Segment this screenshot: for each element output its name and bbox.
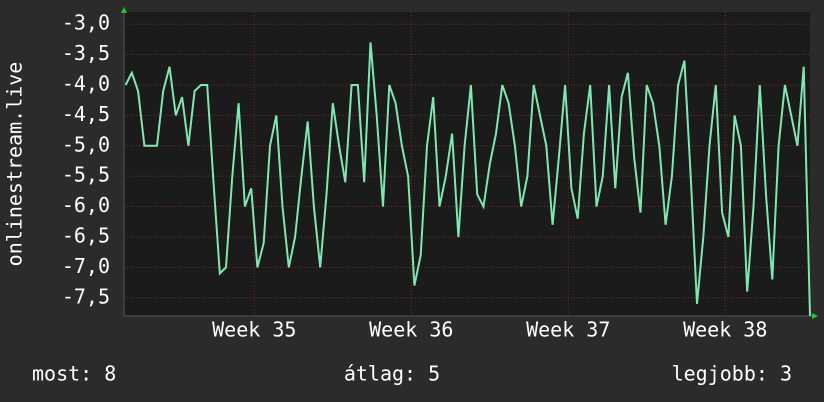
x-tick-label: Week 35 <box>212 318 296 342</box>
x-tick-label: Week 36 <box>369 318 453 342</box>
y-tick-label: -7,5 <box>62 284 110 308</box>
axis-arrow <box>812 313 818 319</box>
y-tick-label: -6,5 <box>62 223 110 247</box>
x-tick-label: Week 38 <box>683 318 767 342</box>
axis-arrow <box>121 7 127 13</box>
y-axis-label: onlinestream.live <box>3 62 27 267</box>
y-tick-label: -6,0 <box>62 193 110 217</box>
footer-average: átlag: 5 <box>344 362 440 386</box>
data-line <box>124 42 811 317</box>
x-tick-label: Week 37 <box>526 318 610 342</box>
y-tick-label: -5,0 <box>62 132 110 156</box>
y-tick-label: -4,5 <box>62 102 110 126</box>
y-tick-label: -3,0 <box>62 11 110 35</box>
footer-best: legjobb: 3 <box>672 362 792 386</box>
y-tick-label: -3,5 <box>62 41 110 65</box>
y-tick-label: -4,0 <box>62 71 110 95</box>
y-tick-label: -5,5 <box>62 163 110 187</box>
plot-area <box>124 12 810 316</box>
footer-current: most: 8 <box>32 362 116 386</box>
y-tick-label: -7,0 <box>62 254 110 278</box>
